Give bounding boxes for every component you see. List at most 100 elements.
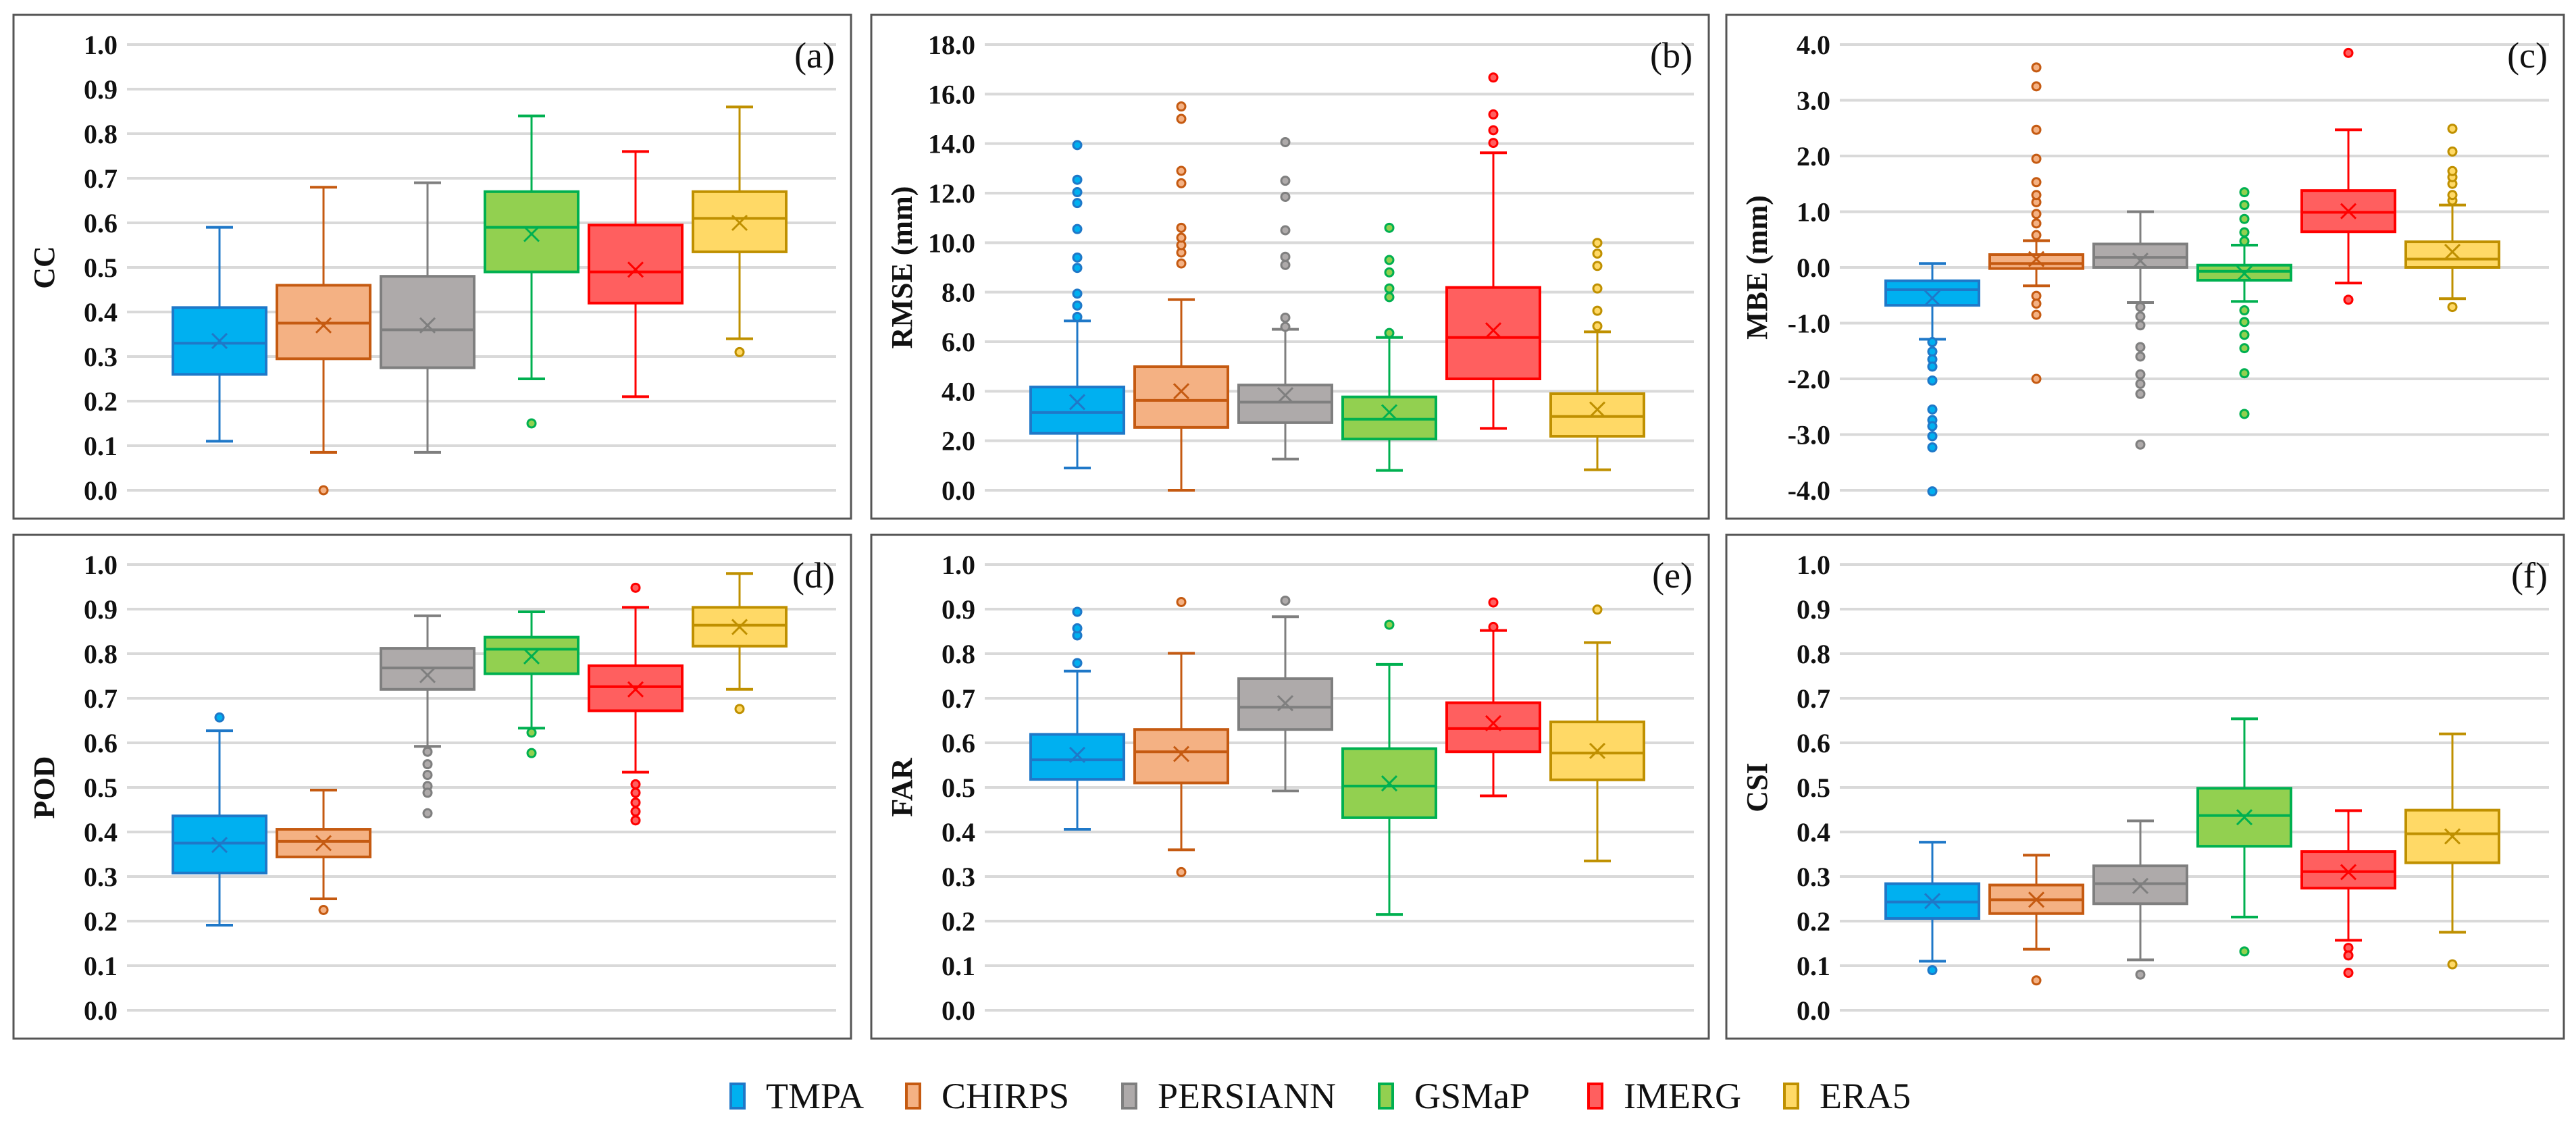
y-tick-label: 0.2 — [84, 906, 118, 937]
mean-marker — [731, 214, 748, 232]
outlier-point — [2135, 311, 2146, 322]
outlier-point — [214, 712, 225, 723]
y-tick-label: 0.7 — [84, 683, 118, 714]
legend-swatch — [1121, 1083, 1137, 1110]
outlier-point — [1592, 261, 1603, 271]
outlier-point — [1072, 263, 1083, 274]
y-tick-label: 0.4 — [1797, 817, 1830, 848]
outlier-point — [630, 779, 641, 789]
y-axis-label: CC — [28, 246, 61, 289]
mean-marker — [315, 835, 332, 852]
legend-item-imerg: IMERG — [1587, 1076, 1741, 1116]
mean-marker — [2236, 809, 2253, 826]
box-era5 — [2404, 732, 2500, 970]
outlier-point — [1072, 187, 1083, 198]
legend-swatch — [729, 1083, 746, 1110]
y-tick-label: 1.0 — [942, 550, 975, 580]
box-imerg — [2300, 809, 2396, 979]
legend-swatch — [1587, 1083, 1603, 1110]
panel-c: -4.0 -3.0 -2.0 -1.0 0.0 1.0 2.0 3.0 4.0 MBE (mm) (… — [1725, 14, 2565, 520]
box-persiann — [1237, 595, 1333, 793]
legend-label: GSMaP — [1414, 1076, 1530, 1116]
mean-marker — [523, 648, 540, 665]
outlier-point — [1384, 267, 1395, 278]
outlier-point — [422, 787, 433, 798]
outlier-point — [2135, 351, 2146, 362]
legend-swatch — [1783, 1083, 1799, 1110]
outlier-point — [1176, 596, 1187, 607]
outlier-point — [1927, 431, 1938, 442]
outlier-point — [2239, 187, 2250, 198]
outlier-point — [2031, 373, 2042, 384]
y-tick-label: 1.0 — [84, 30, 118, 60]
box-era5 — [692, 105, 788, 357]
outlier-point — [1072, 623, 1083, 633]
y-tick-label: 1.0 — [1797, 550, 1830, 580]
y-tick-label: 0.5 — [942, 773, 975, 803]
mean-marker — [1381, 775, 1398, 792]
y-tick-label: 14.0 — [928, 129, 975, 159]
iqr-box — [1445, 286, 1541, 381]
outlier-point — [1280, 136, 1291, 147]
mean-marker — [1924, 290, 1941, 307]
outlier-point — [2239, 200, 2250, 211]
box-chirps — [276, 186, 371, 496]
outlier-point — [1384, 255, 1395, 265]
y-tick-label: 18.0 — [928, 30, 975, 60]
mean-marker — [2340, 203, 2357, 219]
legend-label: TMPA — [766, 1076, 864, 1116]
box-gsmap — [2196, 187, 2292, 419]
box-imerg — [1445, 597, 1541, 798]
mean-marker — [1173, 383, 1190, 400]
mean-marker — [523, 226, 540, 242]
outlier-point — [1280, 312, 1291, 323]
y-tick-label: 0.6 — [1797, 728, 1830, 758]
outlier-point — [1488, 597, 1499, 608]
outlier-point — [1927, 361, 1938, 372]
outlier-point — [526, 748, 537, 758]
panel-label: (e) — [1652, 555, 1693, 596]
legend: TMPA CHIRPS PERSIANN GSMaP IMERG ERA5 — [729, 1076, 1911, 1116]
box-gsmap — [484, 114, 579, 429]
box-tmpa — [1884, 841, 1980, 976]
box-persiann — [380, 181, 475, 454]
legend-label: ERA5 — [1820, 1076, 1911, 1116]
outlier-point — [1072, 174, 1083, 185]
mean-marker — [2132, 877, 2149, 894]
y-tick-label: 0.5 — [84, 773, 118, 803]
outlier-point — [1927, 442, 1938, 452]
outlier-point — [2031, 218, 2042, 229]
outlier-point — [422, 770, 433, 781]
y-tick-label: -1.0 — [1788, 309, 1830, 339]
panel-label: (a) — [794, 35, 835, 76]
mean-marker — [1381, 404, 1398, 421]
panel-label: (d) — [792, 555, 835, 596]
legend-item-tmpa: TMPA — [729, 1076, 864, 1116]
y-tick-label: 0.9 — [1797, 594, 1830, 625]
mean-marker — [419, 667, 436, 683]
outlier-point — [2239, 236, 2250, 246]
iqr-box — [1029, 733, 1125, 781]
y-tick-label: 1.0 — [1797, 197, 1830, 228]
outlier-point — [2031, 298, 2042, 309]
box-gsmap — [1341, 619, 1437, 916]
outlier-point — [1280, 595, 1291, 606]
y-tick-label: 0.8 — [942, 639, 975, 669]
mean-marker — [211, 332, 228, 349]
box-gsmap — [2196, 717, 2292, 957]
iqr-box — [1549, 392, 1645, 438]
legend-item-gsmap: GSMaP — [1378, 1076, 1530, 1116]
panel-label: (c) — [2507, 35, 2548, 76]
y-tick-label: 0.8 — [84, 119, 118, 149]
y-tick-label: 8.0 — [942, 278, 975, 308]
outlier-point — [2031, 190, 2042, 201]
y-tick-label: 0.8 — [1797, 639, 1830, 669]
outlier-point — [1072, 658, 1083, 669]
box-imerg — [588, 150, 684, 398]
outlier-point — [2343, 294, 2354, 305]
mean-marker — [1485, 322, 1502, 339]
outlier-point — [2031, 153, 2042, 164]
y-tick-label: 0.3 — [84, 862, 118, 892]
outlier-point — [1072, 252, 1083, 263]
box-persiann — [1237, 136, 1333, 461]
